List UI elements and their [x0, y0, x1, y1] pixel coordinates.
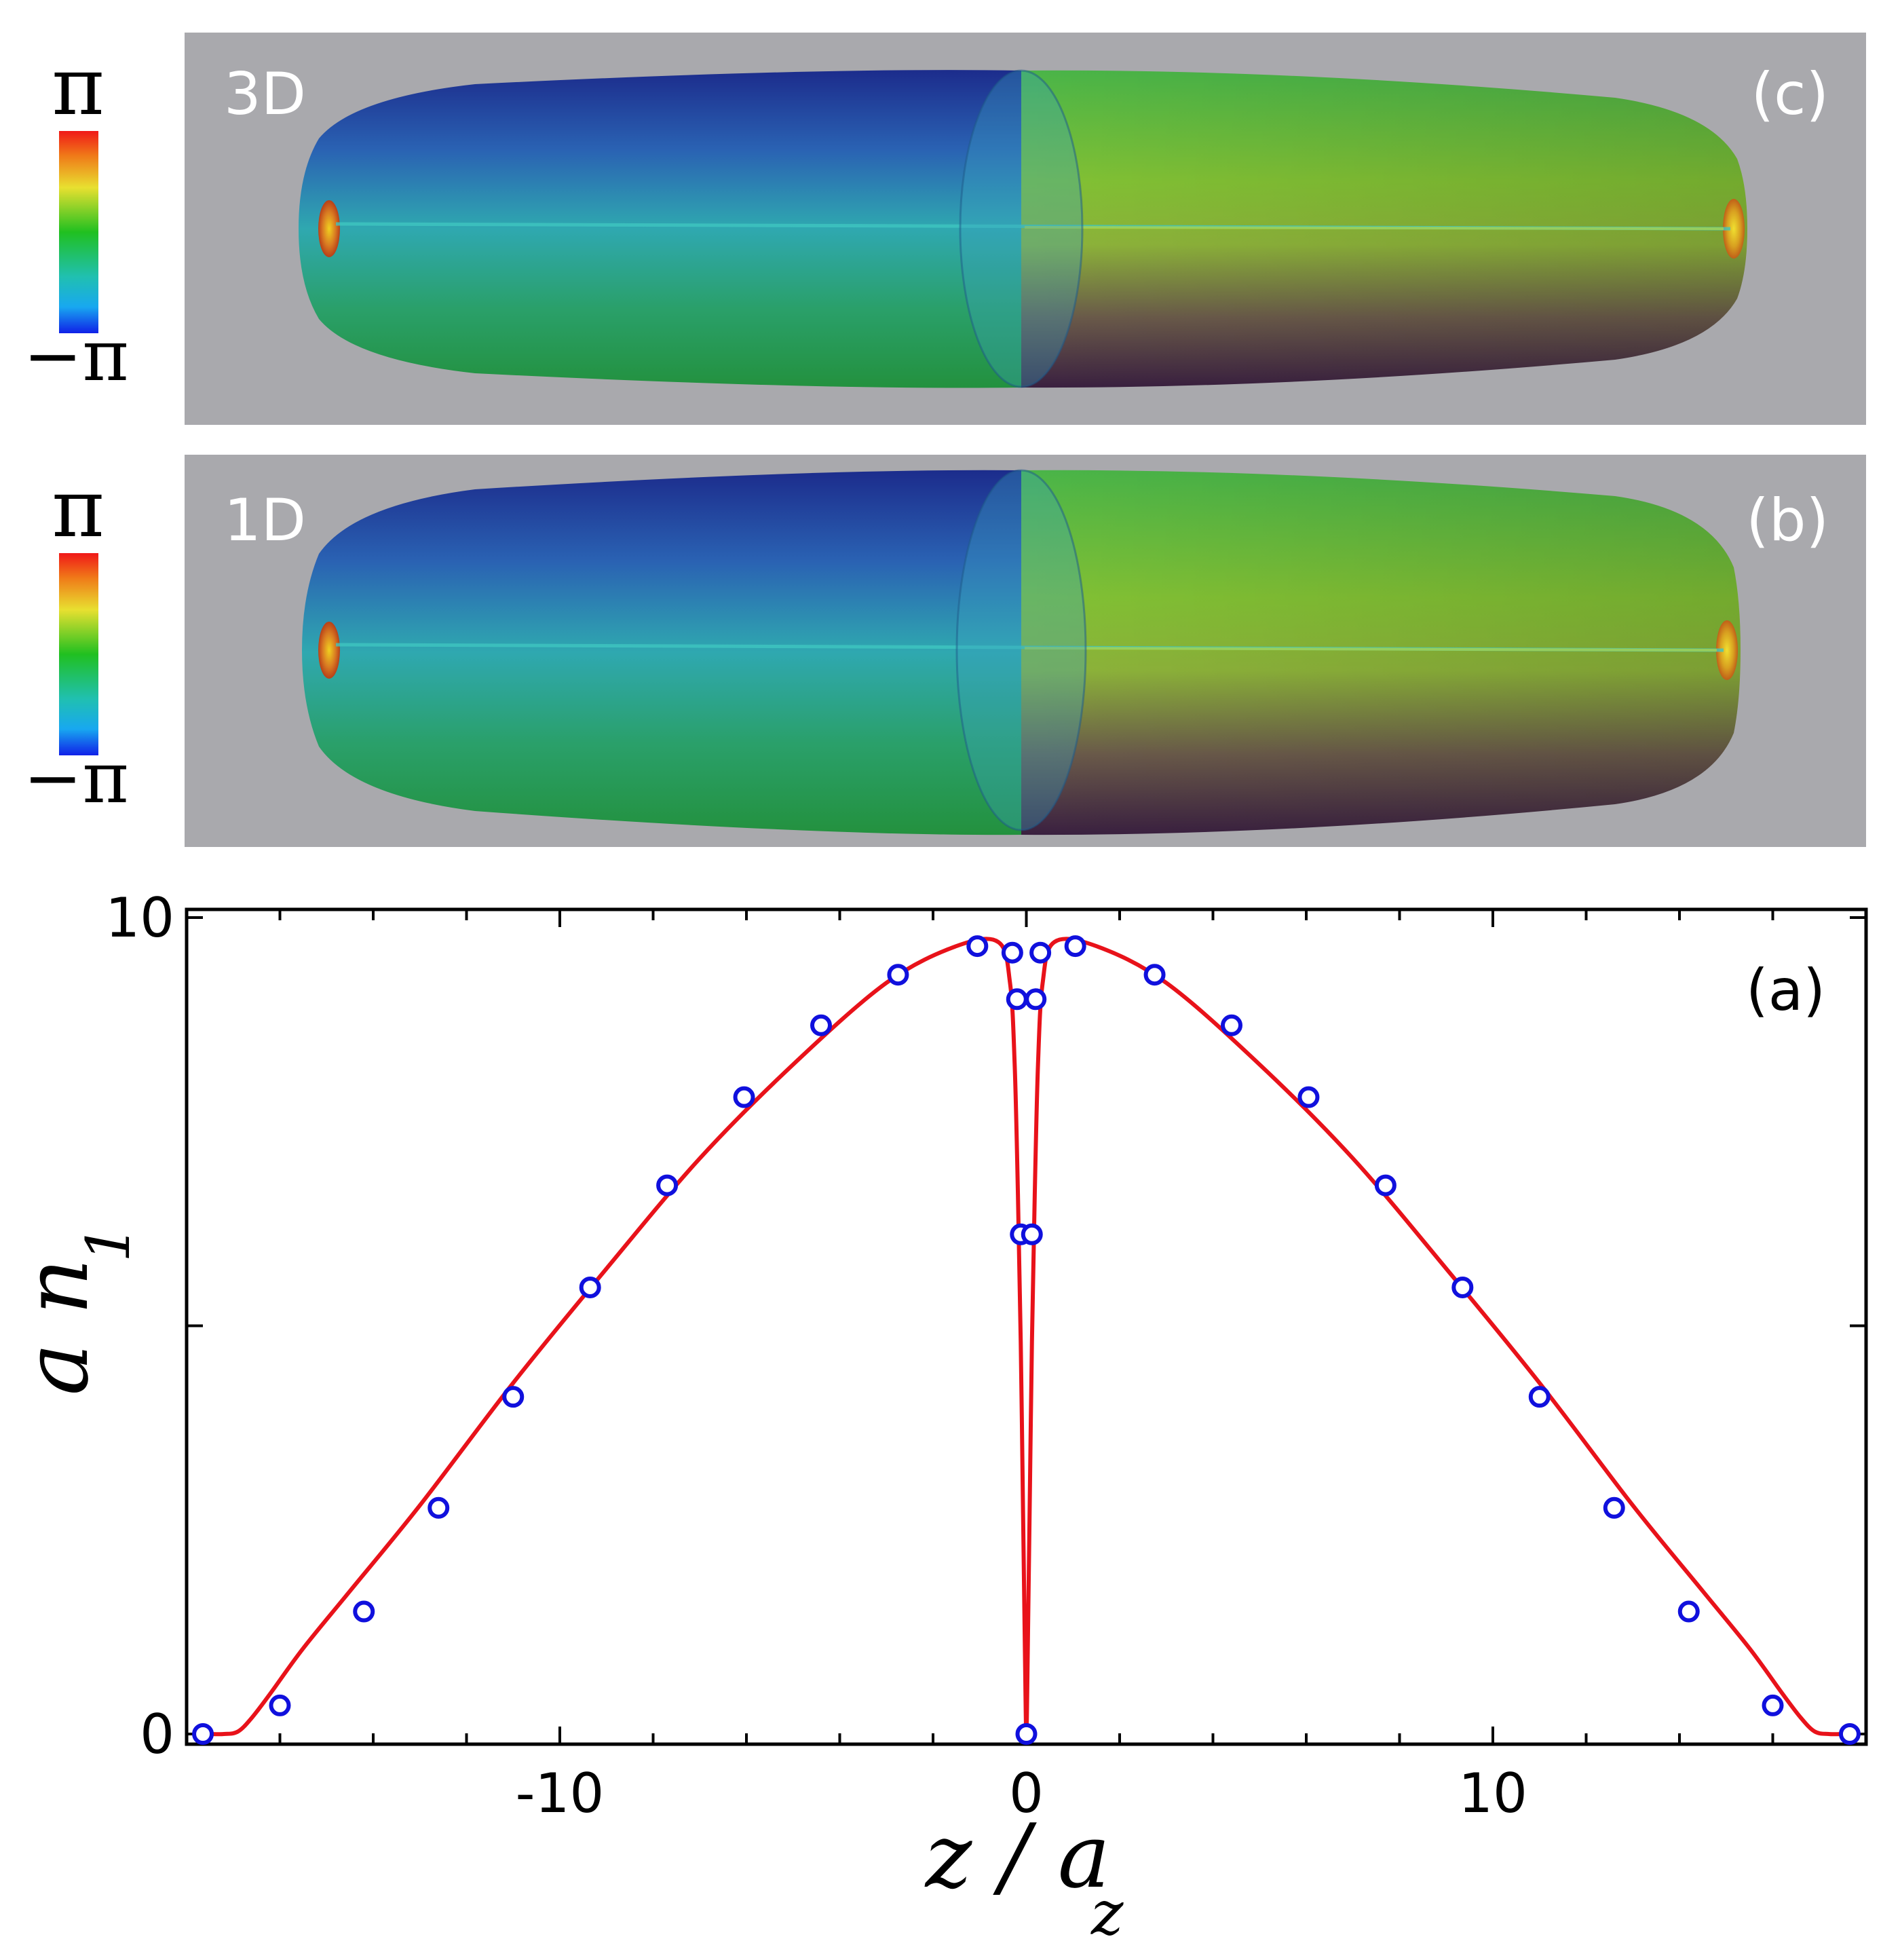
colorbar-c-top-label: π	[52, 39, 104, 133]
density-marker-3d	[1025, 988, 1047, 1011]
panel-a-plot: -10 0 10 0 10 (a) z / a z a n 1	[5, 886, 1868, 1949]
x-axis-label-main: z / a	[924, 1805, 1110, 1908]
density-marker-3d	[1528, 1386, 1551, 1408]
colorbar-b-gradient	[59, 553, 98, 755]
x-tick-label: 10	[1458, 1762, 1527, 1825]
density-marker-3d	[733, 1086, 755, 1108]
x-axis-label: z / a z	[924, 1805, 1124, 1949]
colorbar-b-bottom-label: −π	[23, 736, 129, 819]
density-marker-3d	[1006, 988, 1028, 1011]
colorbar-b-top-label: π	[52, 461, 104, 555]
panel-a-label: (a)	[1746, 957, 1825, 1023]
density-marker-3d	[353, 1600, 375, 1623]
panel-b-dimension-tag: 1D	[224, 487, 306, 554]
density-marker-3d	[1015, 1723, 1038, 1745]
panel-c: 3D (c)	[185, 33, 1866, 425]
density-marker-3d	[1029, 941, 1052, 964]
y-axis-label-subscript: 1	[73, 1224, 143, 1262]
density-marker-3d	[1297, 1086, 1320, 1108]
density-marker-3d	[579, 1276, 601, 1298]
panel-c-dimension-tag: 3D	[224, 60, 306, 128]
panel-b-label: (b)	[1746, 487, 1829, 554]
density-marker-3d	[1451, 1276, 1474, 1298]
axis-tick-labels: -10 0 10 0 10	[105, 886, 1527, 1825]
y-axis-label-main: a n	[5, 1258, 108, 1396]
colorbar-c-gradient	[59, 131, 98, 333]
y-tick-label: 0	[140, 1703, 174, 1766]
panel-b: 1D (b)	[185, 455, 1866, 847]
density-marker-3d	[966, 935, 989, 958]
density-marker-3d	[887, 964, 909, 986]
density-marker-3d	[1838, 1723, 1861, 1745]
panel-c-label: (c)	[1751, 60, 1829, 128]
colorbar-c-bottom-label: −π	[23, 314, 129, 397]
colorbar-c: π −π	[23, 39, 129, 397]
colorbar-b: π −π	[23, 461, 129, 819]
density-marker-3d	[810, 1014, 832, 1036]
density-marker-3d	[502, 1386, 525, 1408]
x-tick-label: -10	[516, 1762, 605, 1825]
svg-text:z / a: z / a	[924, 1805, 1110, 1908]
x-axis-label-subscript: z	[1090, 1878, 1124, 1949]
density-marker-3d	[1021, 1223, 1043, 1245]
data-series	[192, 935, 1861, 1745]
density-marker-3d	[1221, 1014, 1242, 1036]
density-marker-3d	[1374, 1174, 1396, 1196]
y-axis-label: a n 1	[5, 1224, 143, 1395]
condensate-1d-isosurface	[302, 469, 1741, 835]
density-marker-3d	[269, 1694, 291, 1716]
density-marker-3d	[656, 1174, 679, 1196]
x-tick-label: 0	[1009, 1762, 1044, 1825]
y-tick-label: 10	[105, 886, 174, 949]
density-marker-3d	[1064, 935, 1086, 958]
density-marker-3d	[192, 1723, 214, 1745]
density-marker-3d	[1677, 1600, 1700, 1623]
axis-ticks	[187, 909, 1866, 1744]
density-marker-3d	[428, 1496, 450, 1519]
condensate-3d-isosurface	[299, 69, 1747, 388]
density-marker-3d	[1762, 1694, 1784, 1716]
density-marker-3d	[1143, 964, 1166, 986]
density-marker-3d	[1603, 1496, 1625, 1519]
density-marker-3d	[1001, 941, 1023, 964]
